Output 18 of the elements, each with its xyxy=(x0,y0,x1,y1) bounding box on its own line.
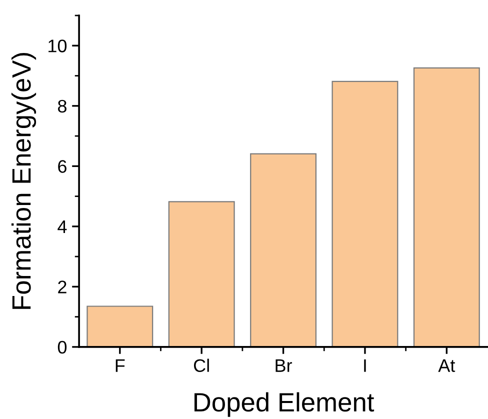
bar xyxy=(86,306,154,347)
bar xyxy=(168,201,235,347)
x-tick-label: At xyxy=(438,359,456,372)
bar xyxy=(413,67,480,347)
x-tick-label: I xyxy=(364,359,366,372)
x-axis-title: Doped Element xyxy=(194,392,374,417)
y-axis-title: Formation Energy(eV) xyxy=(11,53,36,309)
y-tick-label: 10 xyxy=(48,40,67,52)
x-tick-label: F xyxy=(116,359,125,372)
x-tick-label: Br xyxy=(276,359,292,372)
x-tick-label: Cl xyxy=(194,358,209,372)
bar xyxy=(332,80,398,347)
y-tick-label: 4 xyxy=(58,220,67,233)
y-tick-label: 2 xyxy=(58,280,66,294)
y-tick-label: 6 xyxy=(58,160,66,173)
y-tick-label: 8 xyxy=(58,100,66,113)
y-tick-label: 0 xyxy=(58,340,67,354)
bar xyxy=(250,153,317,347)
